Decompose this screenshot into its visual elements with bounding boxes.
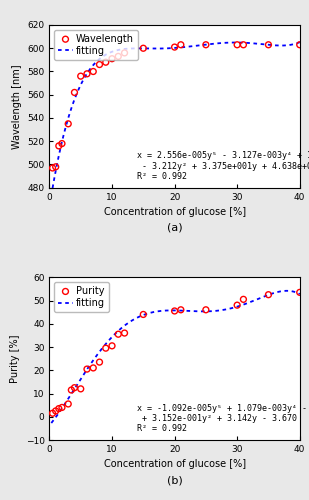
fitting [169, 45, 173, 51]
Text: x = -1.092e-005y⁵ + 1.079e-003y⁴ - 3.465e-002y³
 + 3.152e-001y² + 3.142y - 3.670: x = -1.092e-005y⁵ + 1.079e-003y⁴ - 3.465… [137, 404, 309, 434]
Purity [72, 384, 77, 392]
Wavelength [297, 41, 302, 49]
Purity [110, 342, 115, 350]
Wavelength [59, 140, 64, 147]
Wavelength [122, 49, 127, 57]
fitting [298, 291, 302, 297]
Purity [266, 290, 271, 298]
Text: (a): (a) [167, 222, 182, 232]
Purity [59, 404, 64, 411]
Purity [122, 329, 127, 337]
Text: (b): (b) [167, 475, 182, 485]
Wavelength [116, 52, 121, 60]
fitting [169, 308, 173, 314]
Y-axis label: Purity [%]: Purity [%] [10, 334, 20, 383]
Wavelength [91, 68, 96, 76]
fitting [292, 289, 296, 295]
fitting [298, 39, 302, 45]
Purity [235, 301, 240, 309]
Purity [203, 306, 208, 314]
X-axis label: Concentration of glucose [%]: Concentration of glucose [%] [104, 460, 246, 469]
Wavelength [266, 41, 271, 49]
Wavelength [56, 142, 61, 150]
fitting [197, 308, 201, 314]
Purity [91, 364, 96, 372]
Wavelength [66, 120, 71, 128]
Wavelength [103, 58, 108, 66]
Legend: Wavelength, fitting: Wavelength, fitting [54, 30, 138, 60]
fitting [167, 308, 171, 314]
Purity [66, 400, 71, 408]
Line: fitting: fitting [51, 42, 300, 195]
Purity [241, 296, 246, 304]
X-axis label: Concentration of glucose [%]: Concentration of glucose [%] [104, 207, 246, 217]
Wavelength [178, 41, 183, 49]
Y-axis label: Wavelength [nm]: Wavelength [nm] [12, 64, 22, 148]
Legend: Purity, fitting: Purity, fitting [54, 282, 108, 312]
Wavelength [203, 41, 208, 49]
Wavelength [85, 70, 90, 78]
Purity [97, 358, 102, 366]
Wavelength [141, 44, 146, 52]
Purity [53, 407, 58, 415]
Purity [103, 344, 108, 352]
Wavelength [78, 72, 83, 80]
Text: x = 2.556e-005y⁵ - 3.127e-003y⁴ + 1.456e-001y³
 - 3.212y² + 3.375e+001y + 4.638e: x = 2.556e-005y⁵ - 3.127e-003y⁴ + 1.456e… [137, 152, 309, 181]
fitting [167, 45, 171, 51]
fitting [292, 41, 296, 47]
fitting [253, 297, 257, 303]
Purity [50, 410, 55, 418]
fitting [197, 42, 201, 48]
Purity [78, 385, 83, 393]
Purity [56, 404, 61, 412]
Purity [85, 365, 90, 373]
Wavelength [72, 88, 77, 96]
Wavelength [241, 41, 246, 49]
Purity [116, 330, 121, 338]
Wavelength [110, 54, 115, 62]
fitting [184, 308, 188, 314]
fitting [253, 40, 257, 46]
Purity [297, 288, 302, 296]
Purity [178, 306, 183, 314]
fitting [49, 420, 53, 426]
Purity [172, 307, 177, 315]
fitting [285, 288, 289, 294]
Purity [69, 386, 74, 394]
fitting [184, 44, 188, 50]
Wavelength [172, 43, 177, 51]
Wavelength [50, 164, 55, 172]
fitting [49, 192, 53, 198]
Wavelength [97, 60, 102, 68]
Wavelength [235, 41, 240, 49]
Line: fitting: fitting [51, 291, 300, 423]
Wavelength [53, 163, 58, 171]
Purity [141, 310, 146, 318]
